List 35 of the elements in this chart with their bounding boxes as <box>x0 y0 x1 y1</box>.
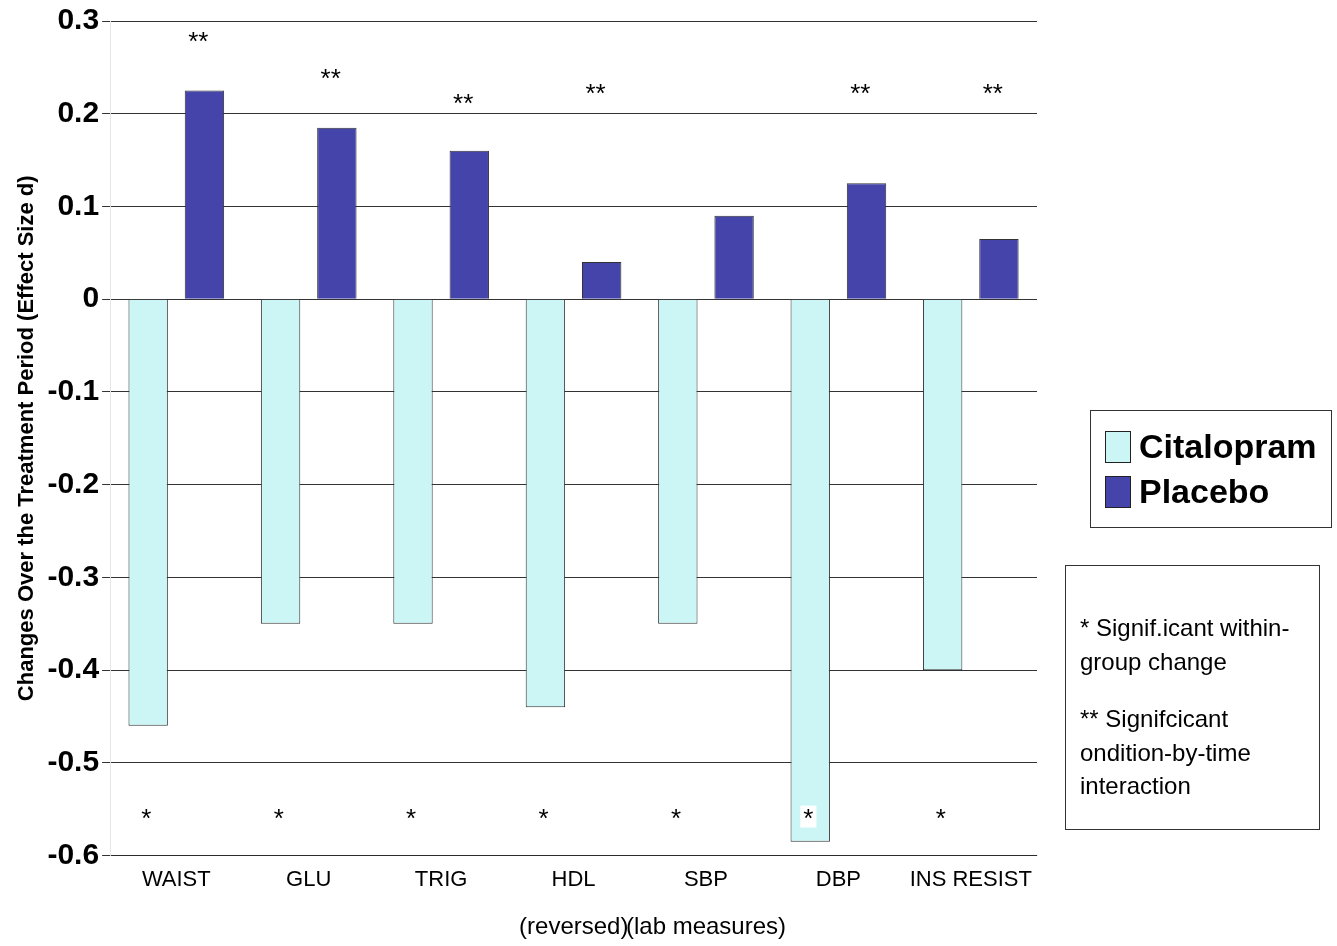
annotation: * <box>538 802 549 833</box>
x-tick-label: DBP <box>815 865 861 891</box>
y-tick-label: -0.4 <box>47 651 100 685</box>
annotation: * <box>803 802 814 833</box>
x-tick-label: SBP <box>683 865 728 891</box>
y-tick-label: -0.2 <box>47 465 100 499</box>
annotation: ** <box>188 26 209 57</box>
y-axis-title: Changes Over the Treatment Period (Effect Size d) <box>13 175 39 702</box>
annotation: ** <box>982 78 1003 109</box>
text: ** Signifcicant ondition-by-time interaction <box>1080 704 1252 802</box>
x-tick-label: GLU <box>286 865 332 891</box>
annotation: * <box>935 802 946 833</box>
annotation: ** <box>320 63 341 94</box>
annotation: ** <box>585 78 606 109</box>
x-tick-label: TRIG <box>414 865 468 891</box>
y-tick-label: 0.1 <box>57 187 100 221</box>
y-tick-label: -0.5 <box>47 744 100 778</box>
y-tick-label: -0.3 <box>47 558 100 592</box>
y-tick-label: 0.3 <box>57 2 100 36</box>
y-tick-label: -0.1 <box>47 373 100 407</box>
annotation: ** <box>850 78 871 109</box>
annotation: ** <box>453 88 474 119</box>
y-tick-label: -0.6 <box>47 836 100 870</box>
x-tick-label: INS RESIST <box>909 865 1032 891</box>
annotation: * <box>141 802 152 833</box>
text: * Signif.icant within-group change <box>1080 613 1291 677</box>
y-tick-label: 0.2 <box>57 95 100 128</box>
annotation: * <box>670 802 682 833</box>
annotation: * <box>406 802 417 833</box>
legend-label: Citalopram <box>1139 427 1317 466</box>
legend-label: Placebo <box>1139 472 1270 511</box>
y-tick-label: 0 <box>82 280 100 314</box>
x-tick-label: HDL <box>551 865 596 891</box>
annotation: * <box>273 802 284 833</box>
x-tick-label: WAIST <box>141 865 211 891</box>
